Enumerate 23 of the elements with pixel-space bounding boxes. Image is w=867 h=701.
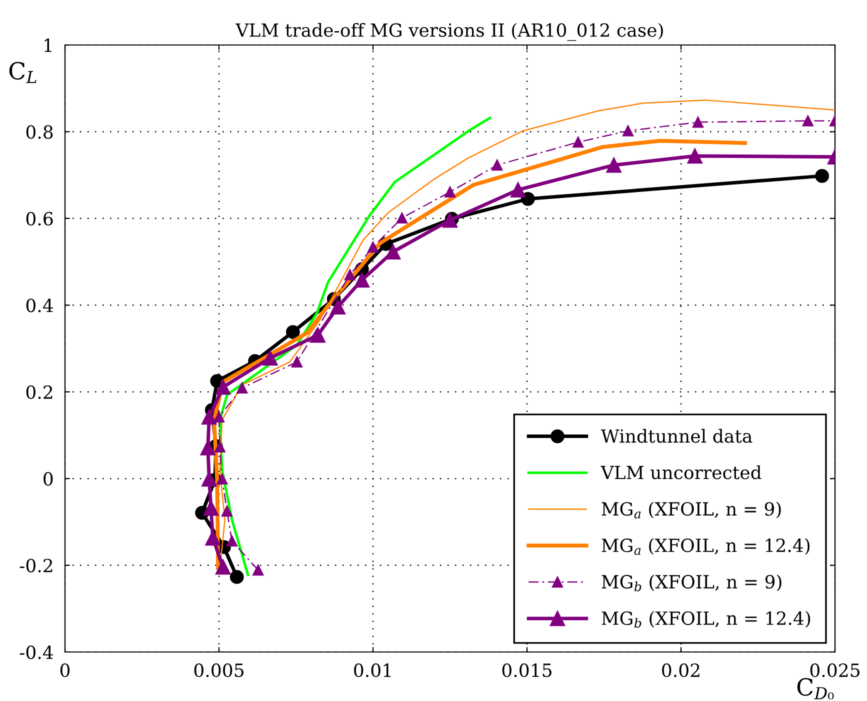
- legend-label: MG$_{a}$ (XFOIL, n = 12.4): [602, 538, 810, 555]
- legend-label: MG$_{b}$ (XFOIL, n = 9): [602, 574, 782, 592]
- x-tick-label: 0.02: [662, 663, 700, 678]
- y-tick-label: 0.8: [26, 125, 53, 139]
- y-tick-label: 1: [44, 38, 52, 52]
- legend-label: MG$_{a}$ (XFOIL, n = 9): [602, 502, 781, 518]
- y-tick-label: 0.4: [26, 298, 53, 312]
- y-tick-label: 0: [44, 472, 53, 486]
- y-tick-label: 0.6: [26, 212, 53, 226]
- x-tick-label: 0.01: [354, 663, 391, 678]
- x-tick-label: 0.015: [502, 663, 552, 678]
- legend-label: Windtunnel data: [600, 428, 752, 443]
- legend-label: VLM uncorrected: [600, 465, 762, 480]
- x-tick-label: 0: [60, 663, 70, 678]
- x-axis-title: C$_{D₀}$: [797, 678, 834, 700]
- y-tick-label: -0.2: [20, 558, 52, 572]
- chart-title: VLM trade-off MG versions II (AR10_012 case): [235, 22, 663, 41]
- y-axis-title: C$_{L}$: [9, 62, 36, 84]
- x-tick-label: 0.025: [810, 663, 860, 678]
- y-tick-label: 0.2: [26, 385, 52, 399]
- x-tick-label: 0.005: [194, 663, 244, 678]
- legend-label: MG$_{b}$ (XFOIL, n = 12.4): [602, 611, 810, 628]
- y-tick-label: -0.4: [20, 645, 53, 660]
